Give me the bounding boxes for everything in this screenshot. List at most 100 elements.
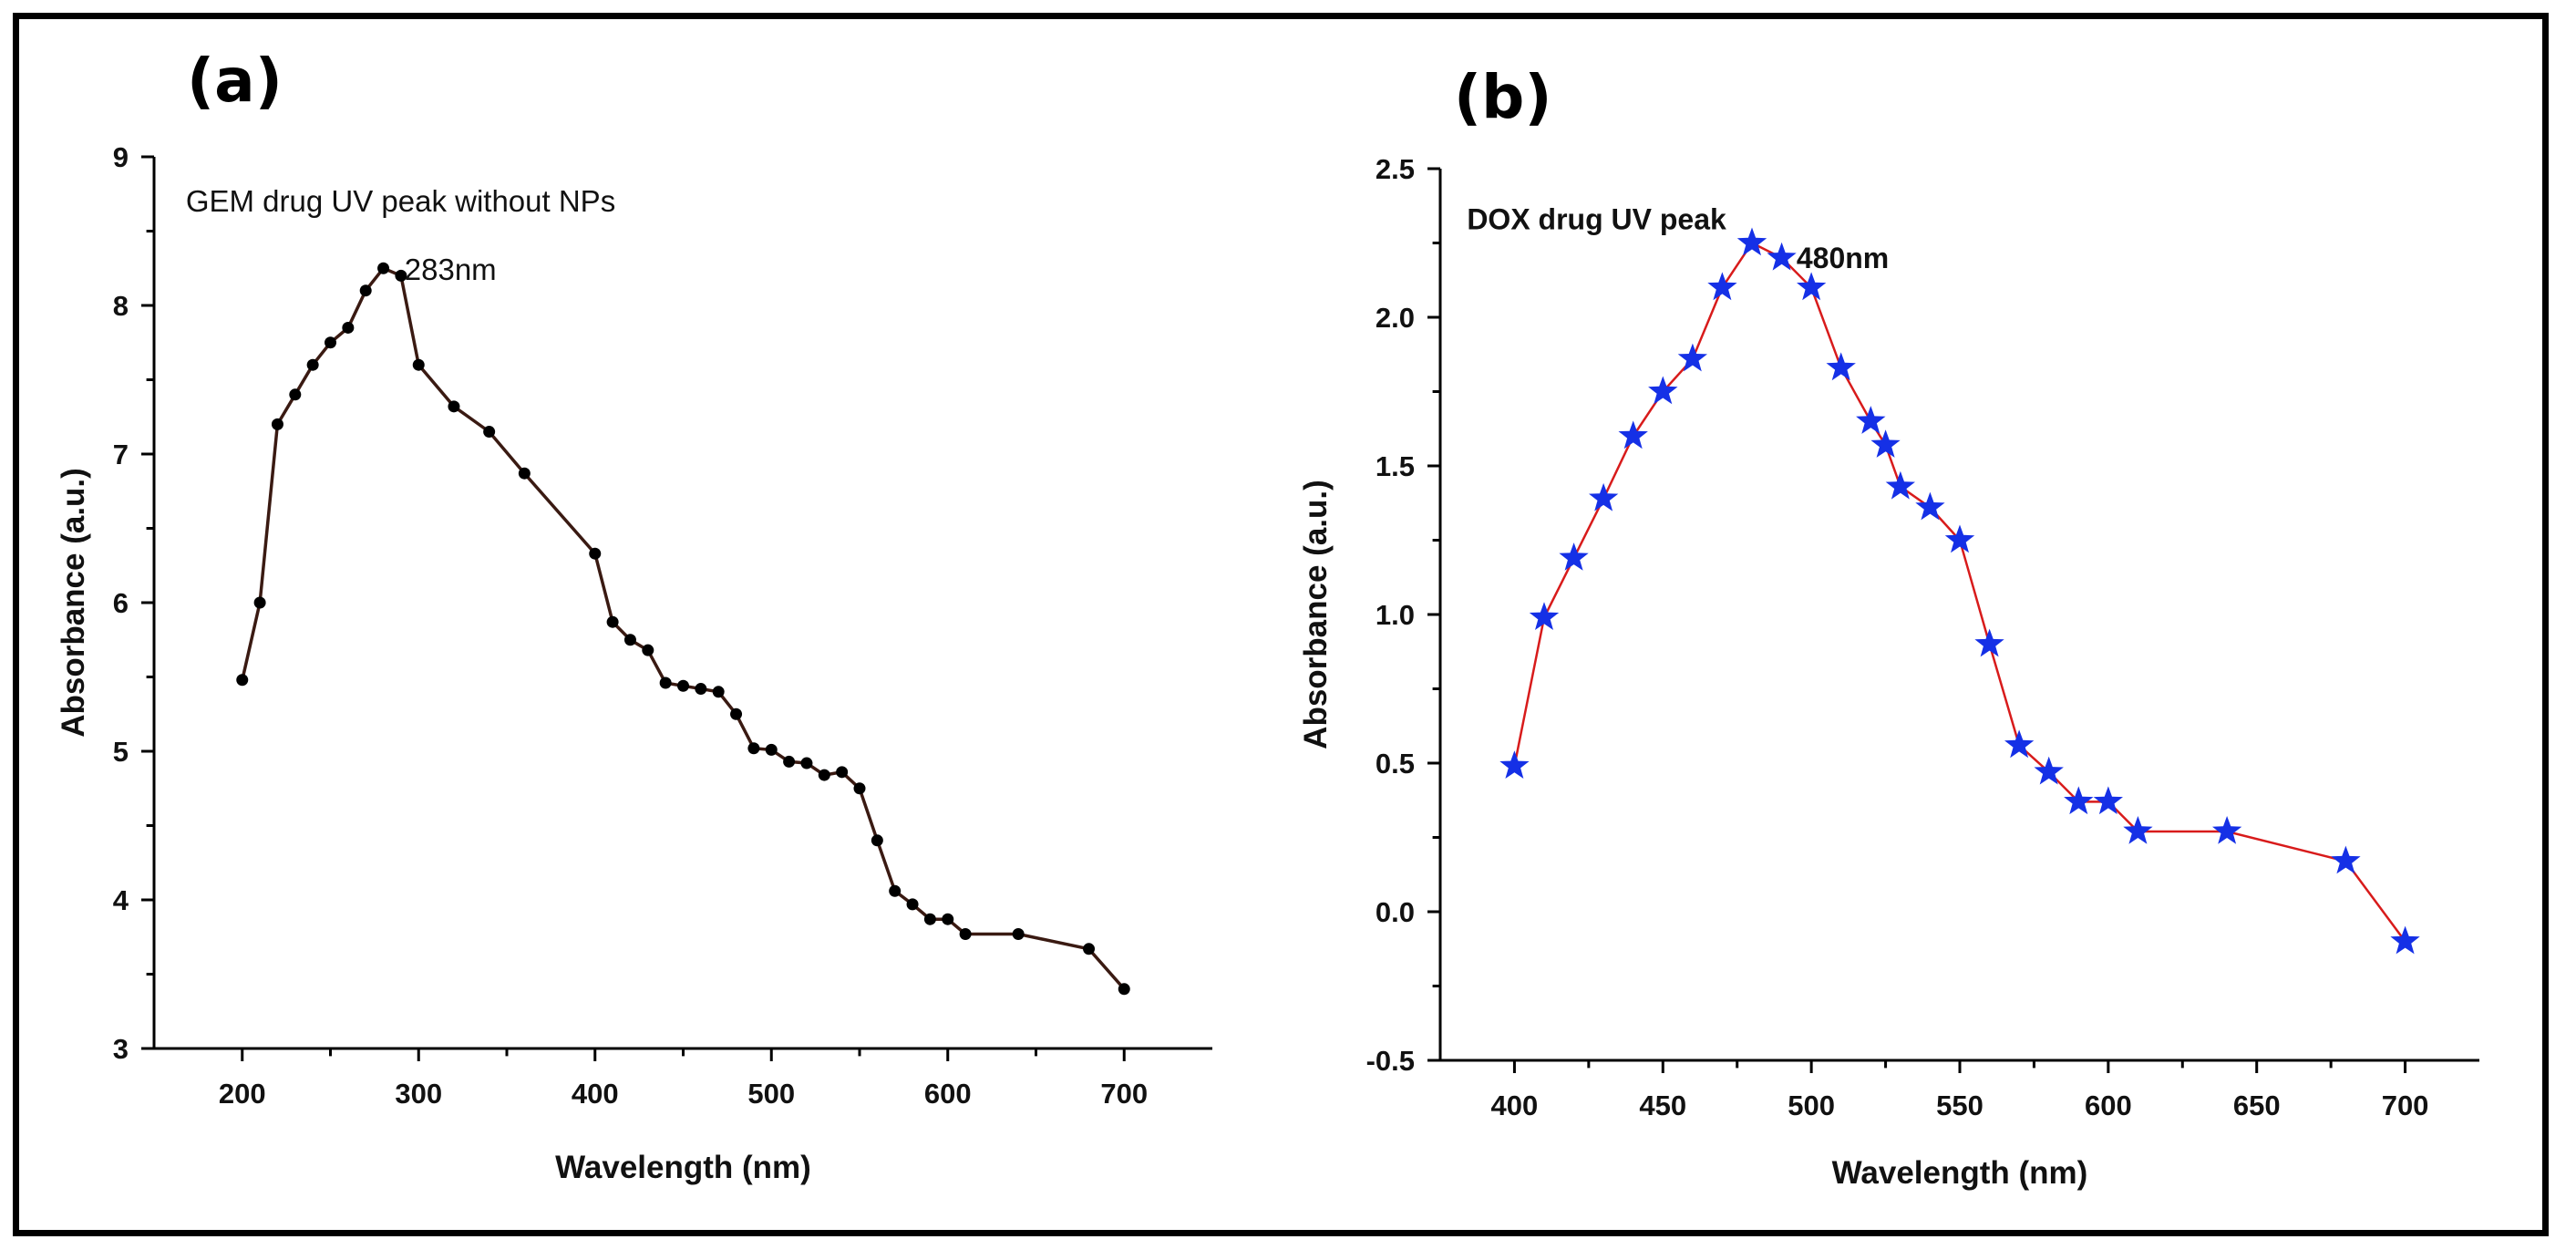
y-tick-label: 8 bbox=[113, 290, 129, 322]
y-tick-label: 9 bbox=[113, 141, 129, 173]
data-point bbox=[483, 426, 496, 439]
data-point bbox=[959, 927, 972, 940]
data-point bbox=[342, 321, 355, 334]
data-point-star bbox=[1559, 542, 1589, 571]
x-tick-label: 600 bbox=[924, 1078, 972, 1110]
data-point-star bbox=[2093, 786, 2123, 815]
data-point-star bbox=[2064, 786, 2094, 815]
data-point bbox=[942, 913, 954, 925]
data-point-star bbox=[2212, 816, 2242, 844]
data-point bbox=[747, 742, 760, 755]
data-point bbox=[642, 644, 654, 656]
y-tick-label: 2.0 bbox=[1376, 302, 1415, 334]
data-point bbox=[906, 898, 919, 911]
data-point-star bbox=[1589, 482, 1619, 511]
y-axis-title: Absorbance (a.u.) bbox=[1298, 480, 1334, 749]
data-point-star bbox=[1736, 227, 1767, 256]
data-point bbox=[836, 766, 849, 779]
data-point-star bbox=[1944, 524, 1975, 553]
data-point bbox=[448, 400, 460, 413]
data-point bbox=[289, 388, 302, 401]
data-point bbox=[518, 467, 531, 480]
data-point bbox=[695, 683, 707, 696]
data-point-star bbox=[2004, 729, 2035, 759]
chart-annotation-title: GEM drug UV peak without NPs bbox=[186, 184, 615, 218]
y-tick-label: 1.0 bbox=[1376, 599, 1415, 631]
x-tick-label: 600 bbox=[2085, 1090, 2132, 1121]
data-point-star bbox=[2034, 756, 2064, 785]
data-point bbox=[800, 757, 813, 769]
x-tick-label: 500 bbox=[1788, 1090, 1835, 1121]
y-tick-label: 0.0 bbox=[1376, 896, 1415, 928]
x-tick-label: 650 bbox=[2233, 1090, 2281, 1121]
data-point-star bbox=[1707, 272, 1737, 301]
data-point bbox=[889, 884, 902, 897]
y-tick-label: 6 bbox=[113, 587, 129, 619]
y-tick-label: 5 bbox=[113, 736, 129, 768]
data-point bbox=[818, 769, 830, 781]
series-line-gem bbox=[241, 266, 1126, 990]
peak-annotation: 480nm bbox=[1797, 242, 1889, 274]
data-point-star bbox=[1915, 491, 1945, 521]
data-point-star bbox=[1797, 272, 1827, 301]
data-point bbox=[871, 834, 883, 847]
data-point bbox=[783, 755, 796, 768]
data-point bbox=[377, 262, 390, 274]
data-point bbox=[1012, 927, 1025, 940]
data-point bbox=[677, 679, 689, 692]
data-point-star bbox=[1499, 750, 1530, 779]
data-point bbox=[412, 358, 425, 371]
peak-annotation: 283nm bbox=[405, 253, 497, 286]
data-point-star bbox=[2331, 845, 2361, 874]
data-point-star bbox=[1677, 343, 1707, 372]
x-axis-title: Wavelength (nm) bbox=[555, 1150, 811, 1185]
x-tick-label: 700 bbox=[1100, 1078, 1148, 1110]
series-line-dox bbox=[1513, 241, 2406, 943]
data-point bbox=[853, 782, 866, 795]
data-point bbox=[606, 615, 619, 628]
data-point bbox=[712, 686, 725, 698]
y-axis-title: Absorbance (a.u.) bbox=[56, 468, 91, 738]
data-point bbox=[253, 596, 266, 609]
data-point bbox=[271, 418, 283, 430]
data-point-star bbox=[1618, 420, 1648, 449]
data-point bbox=[730, 707, 743, 720]
y-tick-label: -0.5 bbox=[1366, 1045, 1415, 1077]
data-point-star bbox=[1856, 406, 1886, 434]
data-point bbox=[395, 269, 407, 282]
data-point bbox=[1083, 943, 1096, 955]
data-point bbox=[236, 674, 249, 687]
panel-label-a: (a) bbox=[187, 46, 283, 116]
chart-annotation-title: DOX drug UV peak bbox=[1467, 202, 1726, 235]
x-tick-label: 550 bbox=[1936, 1090, 1984, 1121]
figure-frame bbox=[13, 13, 2549, 1236]
data-point bbox=[623, 634, 636, 646]
data-point-star bbox=[1826, 352, 1856, 381]
y-tick-label: 7 bbox=[113, 439, 129, 470]
x-axis-title: Wavelength (nm) bbox=[1832, 1155, 2088, 1191]
x-tick-label: 500 bbox=[747, 1078, 795, 1110]
y-tick-label: 4 bbox=[113, 884, 129, 916]
x-tick-label: 400 bbox=[572, 1078, 619, 1110]
panel-label-b: (b) bbox=[1454, 62, 1552, 132]
data-point-star bbox=[2390, 925, 2420, 955]
data-point bbox=[589, 547, 602, 560]
data-point bbox=[765, 743, 778, 756]
data-point-star bbox=[2123, 816, 2153, 844]
x-tick-label: 450 bbox=[1639, 1090, 1686, 1121]
data-point-star bbox=[1870, 429, 1901, 458]
data-point-star bbox=[1529, 602, 1560, 630]
y-tick-label: 3 bbox=[113, 1033, 129, 1065]
y-tick-label: 0.5 bbox=[1376, 748, 1415, 780]
data-point bbox=[923, 913, 936, 925]
x-tick-label: 200 bbox=[219, 1078, 266, 1110]
x-tick-label: 300 bbox=[395, 1078, 442, 1110]
data-point bbox=[325, 336, 336, 349]
x-tick-label: 700 bbox=[2382, 1090, 2429, 1121]
data-point bbox=[659, 676, 672, 689]
data-point-star bbox=[1974, 628, 2004, 657]
data-point bbox=[306, 358, 319, 371]
chart-b: 400 450 500 550 600 650 700 -0.5 0.0 0.5 1.0 1.5 2.0… bbox=[1298, 153, 2479, 1191]
data-point-star bbox=[1767, 242, 1797, 271]
